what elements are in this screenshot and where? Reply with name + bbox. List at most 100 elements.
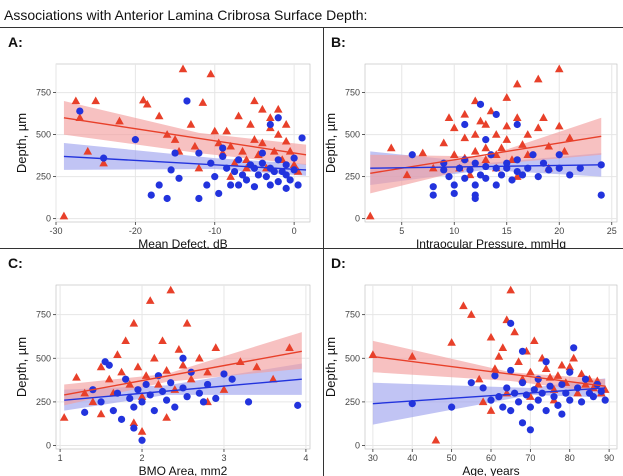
- chart-a: 0 250 500 750 -30 -20 -10 0 Mean Defect, dB Depth…: [14, 63, 311, 249]
- circle-point: [195, 149, 203, 157]
- circle-point: [511, 389, 519, 397]
- circle-point: [507, 407, 515, 415]
- panel-a-label: A:: [8, 34, 23, 50]
- triangle-point: [533, 74, 543, 83]
- circle-point: [518, 379, 527, 387]
- circle-point: [203, 181, 211, 189]
- circle-point: [131, 136, 139, 144]
- triangle-point: [544, 141, 554, 150]
- triangle-point: [478, 397, 488, 406]
- triangle-point: [186, 120, 196, 128]
- circle-point: [514, 398, 523, 406]
- triangle-point: [502, 93, 512, 101]
- triangle-point: [198, 98, 208, 106]
- circle-point: [601, 396, 609, 404]
- circle-point: [228, 375, 236, 383]
- red-fit-line: [63, 117, 307, 156]
- circle-point: [534, 396, 542, 404]
- circle-point: [513, 156, 521, 164]
- circle-point: [507, 366, 515, 375]
- triangle-point: [214, 138, 224, 147]
- triangle-point: [510, 327, 519, 336]
- triangle-point: [174, 345, 184, 353]
- x-axis-label: Intraocular Pressure, mmHg: [416, 237, 566, 249]
- triangle-point: [210, 126, 220, 135]
- blue-fit-line: [63, 155, 307, 171]
- triangle-point: [481, 155, 491, 164]
- circle-point: [101, 358, 109, 366]
- triangle-point: [99, 158, 108, 167]
- chart-c: 0 250 500 750 1 2 3 4 BMO Area, mm2 Depth, µm: [14, 284, 311, 476]
- triangle-point: [230, 158, 239, 167]
- triangle-point: [96, 409, 106, 418]
- circle-point: [167, 166, 175, 174]
- triangle-point: [190, 141, 200, 150]
- triangle-point: [289, 160, 299, 169]
- triangle-point: [486, 332, 496, 341]
- triangle-point: [402, 170, 412, 179]
- circle-point: [155, 181, 163, 189]
- triangle-point: [486, 406, 496, 414]
- circle-point: [555, 164, 563, 172]
- x-tick-label: 60: [486, 453, 496, 463]
- panel-d: D: 0 250 500 750 30 40 50 60 70 80 90 Age, years Dep…: [323, 249, 623, 476]
- triangle-point: [137, 392, 147, 400]
- circle-point: [250, 183, 259, 191]
- triangle-point: [242, 163, 251, 172]
- y-tick-label: 0: [46, 214, 51, 224]
- circle-point: [147, 191, 155, 199]
- blue-fit-line: [372, 387, 606, 405]
- triangle-point: [170, 135, 180, 143]
- circle-point: [461, 120, 469, 129]
- circle-point: [294, 401, 302, 409]
- triangle-point: [530, 336, 539, 345]
- y-tick-label: 750: [345, 88, 360, 98]
- triangle-point: [498, 343, 508, 352]
- triangle-point: [115, 116, 124, 125]
- triangle-point: [83, 146, 93, 155]
- circle-point: [538, 389, 546, 397]
- triangle-point: [72, 372, 81, 381]
- triangle-point: [80, 388, 89, 397]
- panel-c-label: C:: [8, 255, 23, 271]
- triangle-point: [514, 357, 523, 365]
- circle-point: [138, 436, 146, 444]
- triangle-point: [269, 146, 279, 155]
- x-tick-label: 2: [140, 453, 145, 463]
- circle-point: [150, 407, 158, 415]
- circle-point: [175, 174, 183, 182]
- triangle-point: [573, 388, 582, 397]
- circle-point: [487, 396, 495, 404]
- triangle-point: [158, 336, 167, 345]
- triangle-point: [129, 318, 139, 327]
- panel-c: C: 0 250 500 750 1 2 3 4 BMO Area, mm2 Depth, µm: [0, 249, 324, 476]
- triangle-point: [506, 285, 515, 294]
- circle-point: [244, 398, 253, 406]
- circle-point: [266, 120, 274, 129]
- triangle-point: [246, 120, 255, 128]
- y-axis-label: Depth, µm: [323, 113, 338, 173]
- circle-point: [274, 156, 282, 164]
- triangle-point: [250, 96, 259, 105]
- triangle-point: [476, 116, 485, 125]
- x-tick-label: 20: [554, 226, 564, 236]
- triangle-point: [266, 113, 275, 121]
- triangle-point: [539, 113, 548, 121]
- circle-point: [138, 398, 146, 406]
- circle-point: [466, 166, 474, 174]
- circle-point: [212, 394, 220, 403]
- triangle-point: [512, 113, 522, 121]
- triangle-point: [431, 435, 441, 444]
- triangle-point: [113, 350, 122, 358]
- triangle-point: [460, 133, 470, 142]
- red-confidence-band: [64, 332, 302, 406]
- triangle-point: [557, 360, 567, 369]
- triangle-point: [178, 64, 188, 73]
- triangle-point: [162, 365, 171, 374]
- triangle-point: [467, 310, 476, 318]
- triangle-point: [96, 362, 106, 371]
- circle-point: [274, 178, 282, 186]
- circle-point: [215, 189, 223, 198]
- y-tick-label: 250: [345, 172, 360, 182]
- triangle-point: [368, 350, 378, 358]
